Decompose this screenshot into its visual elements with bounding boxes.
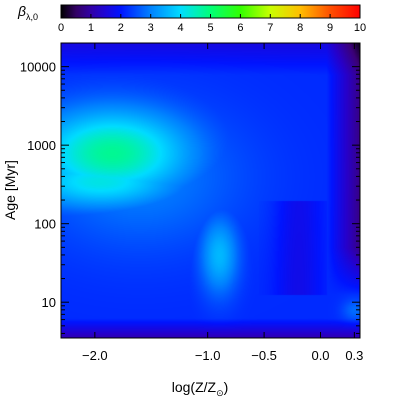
y-axis-label: Age [Myr] bbox=[2, 160, 18, 220]
colorbar-tick-label: 9 bbox=[327, 22, 333, 34]
y-tick-label: 1000 bbox=[27, 138, 56, 153]
colorbar-label: βλ,0 bbox=[17, 3, 38, 22]
colorbar-tick-label: 10 bbox=[354, 22, 366, 34]
x-axis-ticks: −2.0 −1.0 −0.5 0.0 0.3 bbox=[82, 43, 363, 363]
colorbar-tick-label: 5 bbox=[207, 22, 213, 34]
colorbar-tick-label: 6 bbox=[237, 22, 243, 34]
y-tick-label: 100 bbox=[34, 217, 56, 232]
x-tick-label: 0.0 bbox=[311, 348, 329, 363]
x-axis-label: log(Z/Z⊙) bbox=[172, 379, 229, 398]
colorbar-tick-label: 7 bbox=[267, 22, 273, 34]
y-axis-ticks: 10 100 1000 10000 bbox=[20, 42, 360, 334]
plot-frame bbox=[60, 42, 361, 339]
colorbar-tick-label: 2 bbox=[118, 22, 124, 34]
colorbar-ticks: 0 1 2 3 4 5 6 7 8 9 10 bbox=[58, 14, 366, 34]
colorbar-tick-label: 0 bbox=[58, 22, 64, 34]
y-tick-label: 10 bbox=[42, 295, 56, 310]
colorbar-tick-label: 4 bbox=[178, 22, 184, 34]
heatmap-image bbox=[61, 43, 360, 338]
colorbar-tick-label: 1 bbox=[88, 22, 94, 34]
x-tick-label: −0.5 bbox=[251, 348, 277, 363]
x-tick-label: −1.0 bbox=[195, 348, 221, 363]
colorbar-tick-label: 8 bbox=[297, 22, 303, 34]
x-tick-label: 0.3 bbox=[345, 348, 363, 363]
colorbar: βλ,0 0 1 2 3 4 5 6 7 8 9 10 bbox=[17, 3, 366, 34]
colorbar-tick-label: 3 bbox=[148, 22, 154, 34]
x-tick-label: −2.0 bbox=[82, 348, 108, 363]
y-tick-label: 10000 bbox=[20, 60, 56, 75]
